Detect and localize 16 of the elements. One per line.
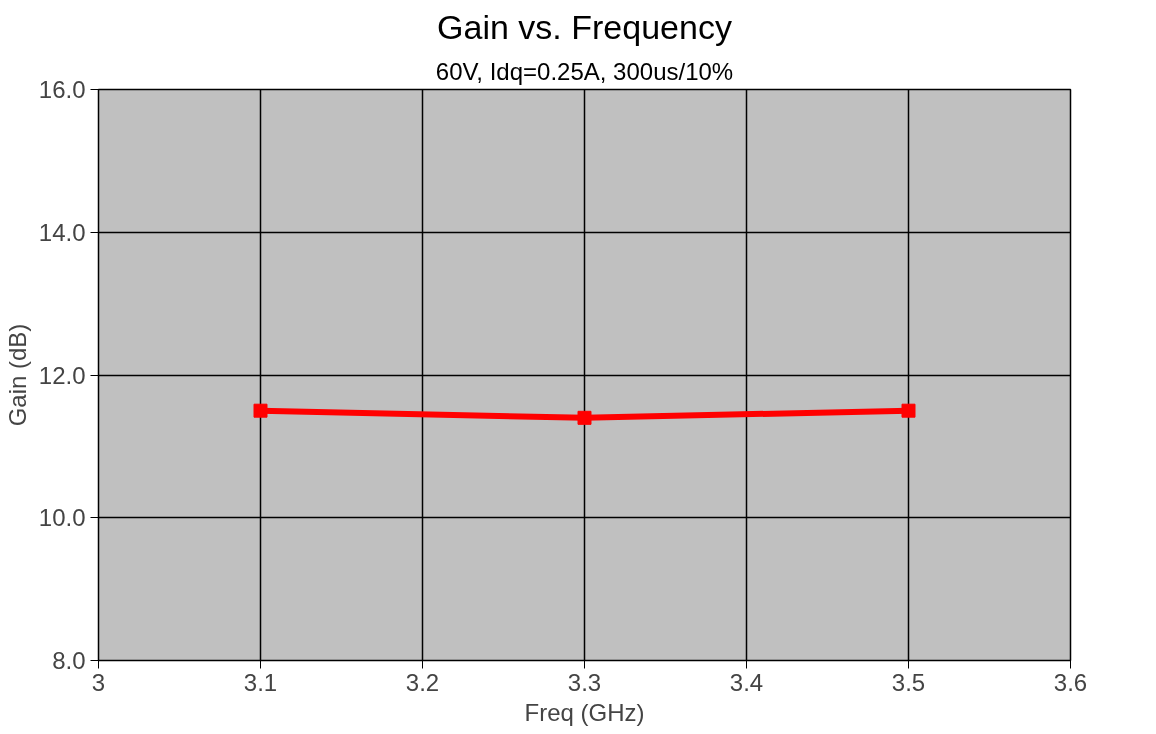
x-tick-label: 3.5 [891, 668, 926, 696]
x-tick-label: 3.3 [567, 668, 602, 696]
x-axis-title: Freq (GHz) [524, 698, 645, 726]
y-tick-label: 16.0 [38, 76, 86, 103]
x-tick-label: 3.2 [405, 668, 440, 696]
y-tick-label: 12.0 [38, 361, 86, 389]
y-axis-title: Gain (dB) [3, 323, 31, 427]
x-tick-label: 3 [91, 668, 106, 696]
y-tick-label: 10.0 [38, 504, 86, 532]
x-tick-label: 3.6 [1053, 668, 1088, 696]
chart-subtitle: 60V, Idq=0.25A, 300us/10% [435, 57, 734, 85]
chart-title: Gain vs. Frequency [437, 7, 732, 46]
x-tick-label: 3.4 [729, 668, 764, 696]
y-tick-label: 8.0 [52, 647, 86, 674]
x-tick-label: 3.1 [243, 668, 278, 696]
y-tick-label: 14.0 [38, 218, 86, 246]
